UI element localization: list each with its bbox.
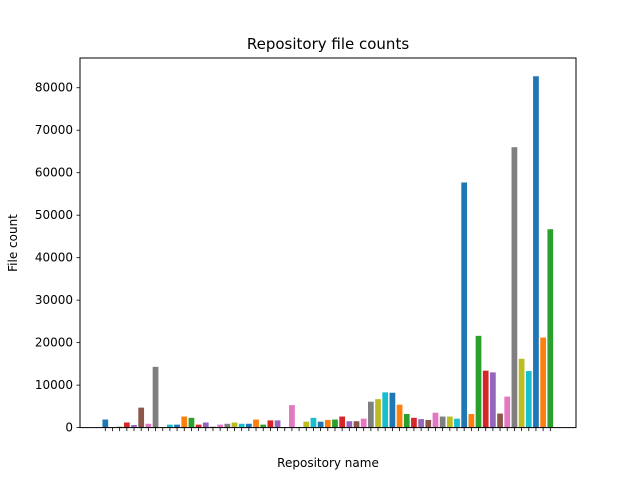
bar: [540, 338, 546, 428]
bar: [303, 422, 309, 428]
bar: [418, 419, 424, 428]
bar: [232, 423, 238, 428]
bar: [476, 336, 482, 428]
bar: [397, 405, 403, 428]
bar: [339, 417, 345, 428]
bar: [433, 413, 439, 428]
bar: [425, 420, 431, 428]
bar: [447, 417, 453, 428]
y-axis-label: File count: [6, 214, 20, 272]
y-tick-label: 70000: [35, 123, 73, 137]
bar: [512, 147, 518, 427]
bar: [332, 420, 338, 428]
y-tick-label: 0: [65, 421, 73, 435]
y-tick-label: 20000: [35, 336, 73, 350]
bar: [533, 76, 539, 427]
bar: [468, 414, 474, 428]
bar: [153, 367, 159, 428]
bar: [361, 419, 367, 428]
bar: [289, 405, 295, 428]
y-axis-ticks: 0 10000 20000 30000 40000 50000 60000 70000 8000…: [35, 81, 80, 435]
bar: [382, 392, 388, 427]
bar: [124, 423, 130, 428]
bar: [490, 372, 496, 427]
bar: [390, 393, 396, 428]
bar: [181, 417, 187, 428]
bar: [239, 424, 245, 428]
bar: [411, 418, 417, 428]
y-tick-label: 40000: [35, 251, 73, 265]
bar: [189, 418, 195, 428]
bar: [440, 417, 446, 428]
bar: [454, 419, 460, 428]
chart-title: Repository file counts: [247, 35, 409, 53]
bar: [253, 420, 259, 428]
bar: [224, 424, 230, 428]
bar: [145, 424, 151, 428]
bar: [375, 399, 381, 427]
y-tick-label: 60000: [35, 166, 73, 180]
bar: [268, 420, 274, 427]
bar: [497, 414, 503, 428]
bar: [203, 423, 209, 428]
bars-group: [102, 76, 553, 427]
bar: [275, 420, 281, 427]
bar: [547, 229, 553, 427]
bar: [138, 408, 144, 428]
y-tick-label: 80000: [35, 81, 73, 95]
bar: [246, 424, 252, 428]
bar: [346, 421, 352, 427]
bar: [504, 397, 510, 428]
bar: [311, 418, 317, 428]
bar: [519, 359, 525, 428]
bar: [102, 420, 108, 428]
bar: [526, 371, 532, 428]
x-ticks-group: [105, 428, 550, 432]
bar: [354, 421, 360, 427]
y-tick-label: 10000: [35, 378, 73, 392]
bar: [325, 420, 331, 428]
y-tick-label: 50000: [35, 208, 73, 222]
bar: [483, 371, 489, 428]
y-tick-label: 30000: [35, 293, 73, 307]
bar: [461, 182, 467, 427]
x-axis-label: Repository name: [277, 456, 379, 470]
bar: [368, 402, 374, 428]
bar: [404, 414, 410, 428]
bar: [318, 422, 324, 428]
